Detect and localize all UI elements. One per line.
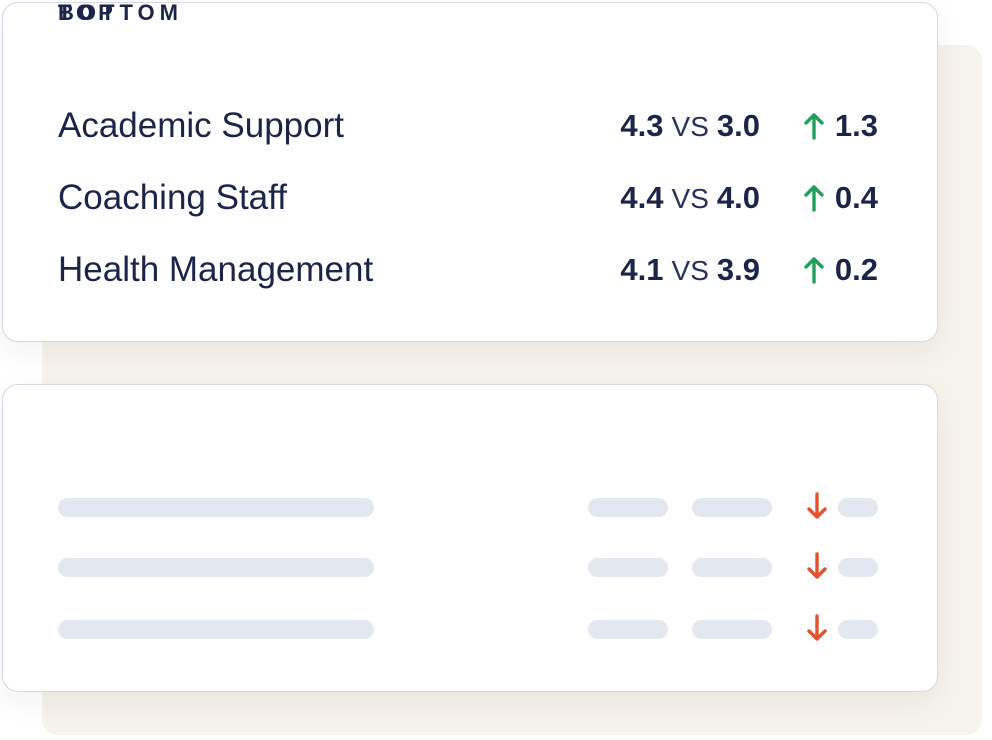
previous-score: 4.0 [716,180,760,215]
bottom-row-placeholder [58,552,880,579]
vs-label: VS [671,111,709,142]
bottom-row-placeholder [58,614,880,641]
label-placeholder-bar [58,558,374,577]
current-score: 4.3 [620,108,664,143]
label-placeholder-bar [58,498,374,517]
arrow-up-icon [804,185,824,212]
arrow-down-icon [807,492,827,519]
top-row-coaching-staff: Coaching Staff 4.4 VS 4.0 0.4 [58,176,878,220]
score-delta: 1.3 [760,108,878,144]
row-label: Health Management [58,250,374,289]
bottom-section-title: BOTTOM [58,0,183,25]
arrow-up-icon [804,257,824,284]
compare-placeholder-bar [692,498,772,517]
current-score: 4.1 [620,252,664,287]
score-placeholder-bar [588,498,668,517]
top-section-title: TOP [58,0,118,25]
score-comparison: 4.1 VS 3.9 [600,252,760,288]
delta-placeholder-bar [838,620,878,639]
current-score: 4.4 [620,180,664,215]
bottom-row-placeholder [58,492,880,519]
delta-placeholder-bar [838,558,878,577]
top-row-health-management: Health Management 4.1 VS 3.9 0.2 [58,248,878,292]
delta-value: 1.3 [834,108,878,143]
compare-placeholder-bar [692,620,772,639]
score-comparison: 4.3 VS 3.0 [600,108,760,144]
arrow-up-icon [804,113,824,140]
previous-score: 3.9 [716,252,760,287]
vs-label: VS [671,255,709,286]
row-label: Academic Support [58,106,344,145]
bottom-scores-card [2,384,938,692]
previous-score: 3.0 [716,108,760,143]
top-row-academic-support: Academic Support 4.3 VS 3.0 1.3 [58,104,878,148]
score-delta: 0.4 [760,180,878,216]
score-placeholder-bar [588,620,668,639]
score-delta: 0.2 [760,252,878,288]
delta-value: 0.4 [834,180,878,215]
arrow-down-icon [807,552,827,579]
top-scores-card [2,2,938,342]
score-comparison: 4.4 VS 4.0 [600,180,760,216]
arrow-down-icon [807,614,827,641]
label-placeholder-bar [58,620,374,639]
vs-label: VS [671,183,709,214]
delta-placeholder-bar [838,498,878,517]
compare-placeholder-bar [692,558,772,577]
delta-value: 0.2 [834,252,878,287]
row-label: Coaching Staff [58,178,287,217]
score-placeholder-bar [588,558,668,577]
